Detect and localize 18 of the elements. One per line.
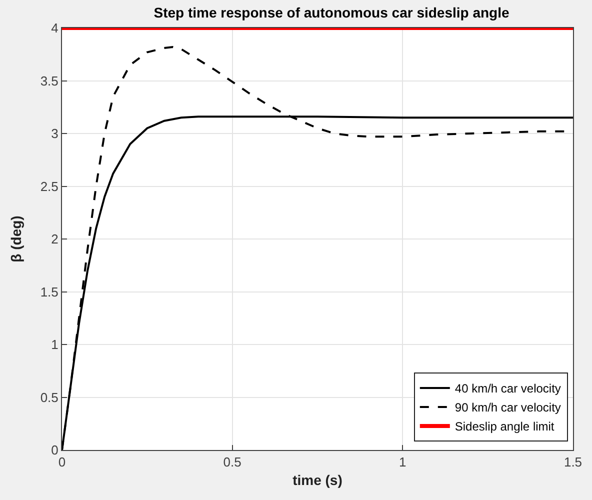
x-tick-label: 1 [399, 454, 406, 470]
x-axis-title: time (s) [292, 472, 342, 488]
y-tick-label: 0 [51, 442, 58, 458]
chart-title: Step time response of autonomous car sideslip angle [154, 4, 510, 20]
legend-label: Sideslip angle limit [454, 420, 555, 434]
legend-label: 90 km/h car velocity [454, 400, 561, 415]
y-tick-label: 0.5 [40, 390, 58, 405]
x-tick-label: 0.5 [223, 454, 242, 470]
y-tick-label: 2 [51, 232, 58, 247]
y-tick-label: 1.5 [40, 284, 58, 300]
y-tick-label: 1 [51, 337, 58, 352]
y-tick-label: 3 [51, 126, 58, 142]
x-tick-label: 1.5 [564, 454, 582, 470]
y-axis-title: β (deg) [8, 216, 24, 262]
y-tick-label: 2.5 [40, 178, 58, 194]
y-tick-label: 4 [51, 20, 58, 36]
legend-label: 40 km/h car velocity [454, 382, 561, 396]
y-tick-label: 3.5 [40, 73, 58, 88]
